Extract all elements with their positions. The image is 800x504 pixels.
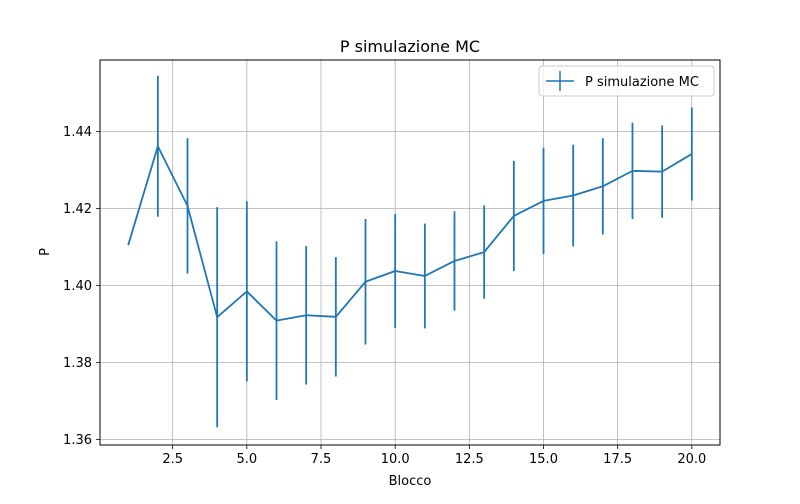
y-tick-label: 1.38: [63, 356, 92, 371]
x-tick-label: 15.0: [529, 452, 558, 467]
legend-label: P simulazione MC: [585, 75, 699, 90]
x-tick-label: 17.5: [603, 452, 632, 467]
x-tick-label: 7.5: [311, 452, 332, 467]
y-tick-label: 1.40: [63, 279, 92, 294]
x-tick-label: 5.0: [236, 452, 257, 467]
legend-box: [538, 65, 715, 97]
chart-title: P simulazione MC: [340, 37, 480, 56]
y-ticks: 1.36 1.38 1.40 1.42 1.44: [63, 125, 100, 448]
y-tick-label: 1.36: [63, 433, 92, 448]
x-tick-label: 12.5: [455, 452, 484, 467]
x-tick-label: 2.5: [162, 452, 183, 467]
x-tick-label: 10.0: [381, 452, 410, 467]
legend: P simulazione MC: [538, 65, 715, 97]
grid-layer: [100, 60, 720, 445]
x-ticks: 2.5 5.0 7.5 10.0 12.5 15.0 17.5 20.0: [162, 445, 706, 467]
y-tick-label: 1.42: [63, 202, 92, 217]
plot-frame: [99, 59, 721, 446]
y-tick-label: 1.44: [63, 125, 92, 140]
series-layer: [127, 75, 693, 428]
x-tick-label: 20.0: [677, 452, 706, 467]
x-axis-label: Blocco: [389, 474, 432, 489]
y-axis-label: P: [38, 248, 53, 256]
series-line: [127, 145, 693, 322]
